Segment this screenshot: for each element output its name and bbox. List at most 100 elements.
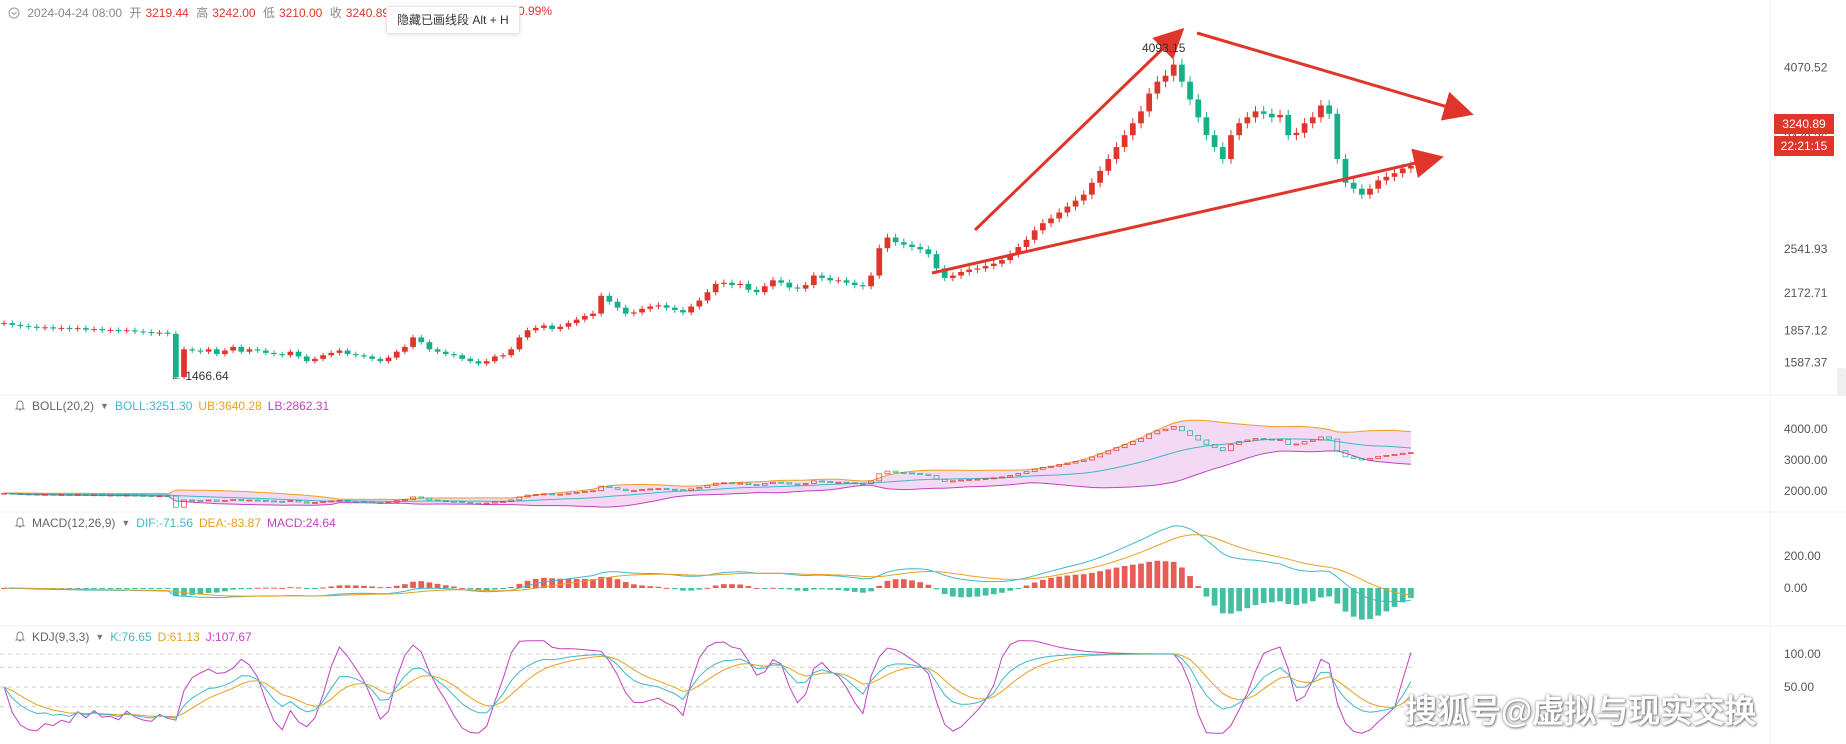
candle-body [1367, 188, 1373, 195]
trend-lines[interactable] [931, 27, 1474, 275]
candle-body [475, 361, 482, 364]
candle-body [246, 349, 253, 352]
macd-histogram-bar [1219, 588, 1226, 614]
collapse-icon[interactable] [8, 7, 20, 19]
macd-histogram-bar [663, 587, 670, 589]
bell-icon[interactable] [14, 631, 26, 643]
candle-body [680, 310, 686, 313]
candle-body [467, 358, 474, 362]
candle-body [524, 330, 531, 338]
candle-body [573, 319, 580, 324]
boll-candle [860, 483, 866, 485]
macd-header[interactable]: MACD(12,26,9) ▼ DIF:-71.56 DEA:-83.87 MA… [14, 516, 336, 530]
kdj-header[interactable]: KDJ(9,3,3) ▼ K:76.65 D:61.13 J:107.67 [14, 630, 252, 644]
macd-histogram-bar [377, 587, 384, 589]
macd-histogram-bar [753, 587, 760, 589]
candle-body [1154, 81, 1161, 94]
kdj-j-value: J:107.67 [205, 630, 252, 644]
macd-histogram-bar [1228, 588, 1234, 614]
pane-resize-handle[interactable] [1837, 368, 1846, 396]
boll-candle [205, 499, 212, 502]
candle-body [344, 350, 351, 355]
boll-candle [393, 500, 400, 503]
boll-candle [688, 488, 694, 491]
boll-candle [565, 492, 572, 495]
boll-candle [50, 493, 56, 496]
candle-body [1244, 117, 1251, 124]
high-value: 3242.00 [212, 6, 256, 20]
bar-date: 2024-04-24 08:00 [27, 6, 123, 20]
macd-dea-value: DEA:-83.87 [199, 516, 262, 530]
boll-candle [91, 494, 97, 497]
candle-body [631, 312, 637, 314]
candle-body [737, 283, 744, 286]
macd-histogram-bar [1072, 574, 1079, 588]
candle-body [1105, 158, 1112, 171]
candle-body [565, 323, 572, 327]
candle-body [74, 328, 81, 330]
candle-body [671, 307, 678, 311]
price-tick-label: 1587.37 [1784, 356, 1828, 370]
boll-candle [500, 501, 506, 503]
boll-candle [1023, 471, 1030, 474]
boll-candle [271, 500, 277, 503]
candle-body [1318, 105, 1324, 118]
boll-candle [811, 480, 817, 484]
kdj-tick-label: 100.00 [1784, 647, 1821, 661]
dropdown-icon[interactable]: ▼ [95, 632, 105, 642]
boll-candle [344, 499, 351, 502]
candle-body [745, 283, 752, 290]
candle-body [1334, 113, 1341, 159]
candle-body [761, 286, 768, 293]
candle-body [312, 358, 318, 362]
boll-candle [1383, 455, 1390, 457]
boll-candle [451, 500, 457, 503]
boll-candle [843, 481, 850, 484]
macd-histogram-bar [835, 588, 842, 591]
macd-histogram-bar [999, 588, 1005, 593]
boll-candle [753, 484, 760, 486]
macd-histogram-bar [140, 588, 146, 589]
candle-body [696, 300, 703, 307]
candle-body [1260, 111, 1267, 114]
kdj-j-line [3, 640, 1412, 734]
candle-body [1113, 147, 1120, 159]
dropdown-icon[interactable]: ▼ [121, 518, 131, 528]
boll-candle [1219, 447, 1226, 452]
boll-candle [900, 471, 907, 474]
last-price-tag: 3240.89 [1774, 114, 1834, 134]
close-label: 收 [329, 6, 342, 20]
countdown-tag: 22:21:15 [1774, 136, 1834, 156]
boll-candle [295, 500, 302, 503]
candle-body [352, 354, 359, 356]
boll-candle [1015, 473, 1022, 476]
macd-histogram-bar [254, 587, 261, 589]
boll-candle [1097, 453, 1103, 458]
bell-icon[interactable] [14, 517, 26, 529]
bell-icon[interactable] [14, 400, 26, 412]
boll-candle [1080, 459, 1087, 462]
boll-header[interactable]: BOLL(20,2) ▼ BOLL:3251.30 UB:3640.28 LB:… [14, 399, 329, 413]
boll-candle [851, 482, 858, 485]
boll-candle [1334, 438, 1341, 452]
macd-histogram-bar [262, 587, 269, 589]
boll-candle [1187, 430, 1193, 436]
macd-histogram-bar [1007, 588, 1013, 591]
macd-histogram-bar [83, 588, 89, 590]
candle-body [729, 282, 735, 286]
candle-body [876, 248, 883, 276]
boll-candle [467, 502, 474, 504]
candle-body [213, 349, 220, 355]
candle-body [1277, 114, 1283, 118]
dropdown-icon[interactable]: ▼ [100, 401, 109, 411]
macd-histogram-bar [827, 588, 834, 590]
candlestick-series [1, 58, 1414, 380]
macd-histogram-bar [279, 587, 286, 589]
boll-candle [532, 494, 539, 496]
boll-candle [1195, 435, 1202, 441]
candle-body [819, 275, 825, 278]
boll-candle [402, 499, 408, 501]
candle-body [205, 349, 212, 352]
boll-candle [58, 494, 65, 496]
